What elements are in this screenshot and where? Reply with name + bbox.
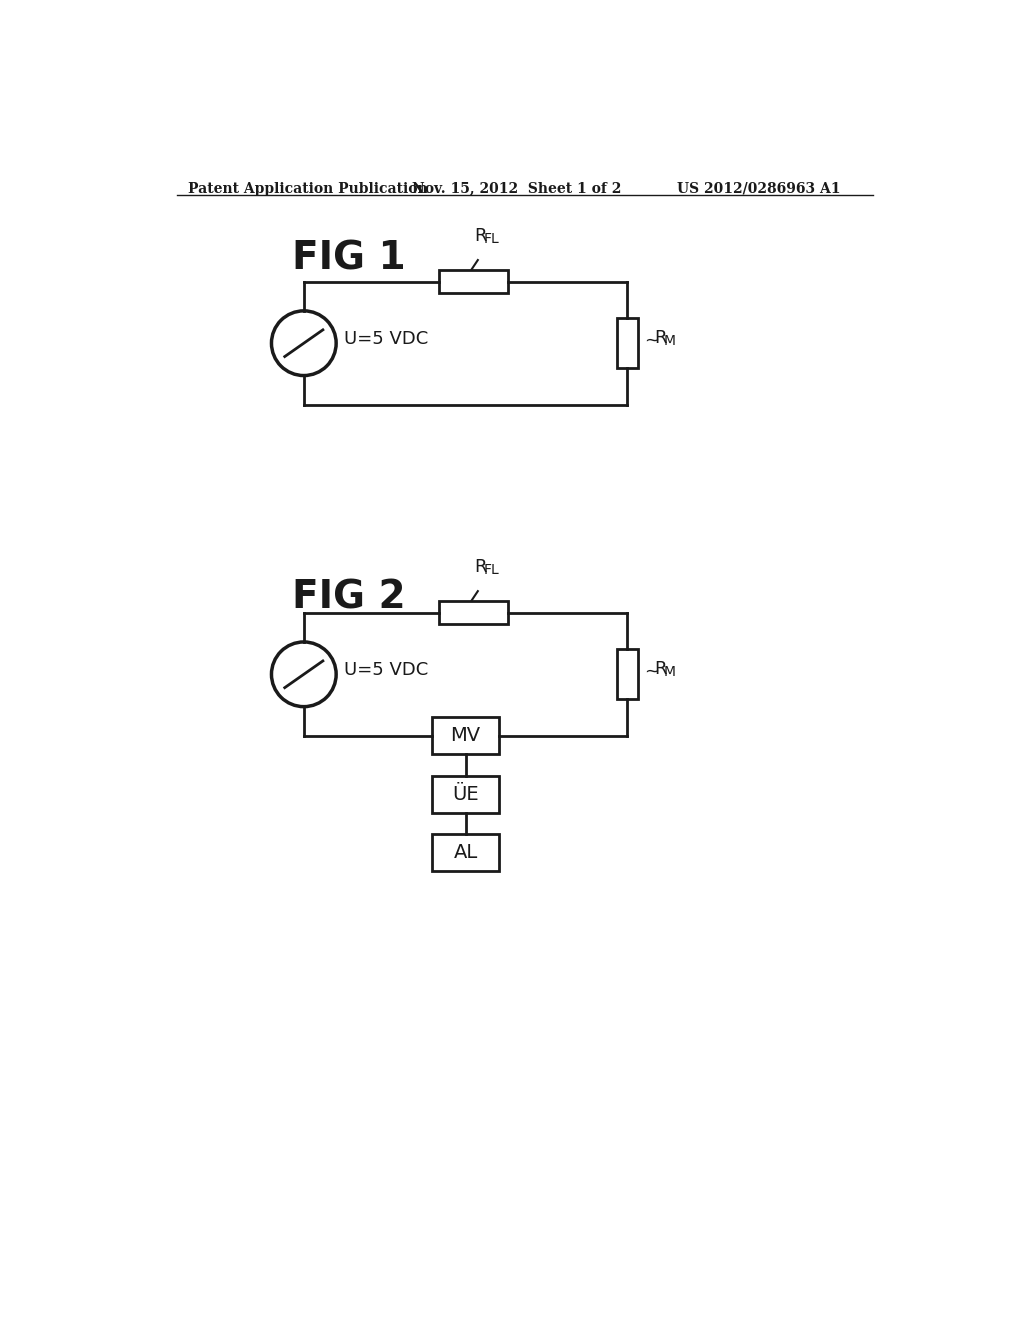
- Text: M: M: [664, 334, 676, 348]
- Text: Patent Application Publication: Patent Application Publication: [188, 182, 428, 195]
- Text: FIG 2: FIG 2: [292, 578, 406, 616]
- Text: MV: MV: [451, 726, 480, 746]
- Text: FIG 1: FIG 1: [292, 239, 406, 277]
- Text: M: M: [664, 665, 676, 678]
- Text: R: R: [475, 558, 487, 576]
- Text: ~: ~: [644, 663, 658, 680]
- Text: ~: ~: [644, 331, 658, 348]
- Text: FL: FL: [484, 232, 500, 246]
- Text: U=5 VDC: U=5 VDC: [344, 661, 428, 678]
- Text: R: R: [654, 329, 667, 347]
- Text: R: R: [654, 660, 667, 678]
- Text: Nov. 15, 2012  Sheet 1 of 2: Nov. 15, 2012 Sheet 1 of 2: [412, 182, 621, 195]
- Bar: [438, 271, 508, 293]
- Bar: [432, 718, 500, 755]
- Bar: [616, 649, 638, 700]
- Text: R: R: [475, 227, 487, 244]
- Bar: [432, 834, 500, 871]
- Bar: [438, 601, 508, 624]
- Text: FL: FL: [484, 564, 500, 577]
- Bar: [432, 776, 500, 813]
- Text: US 2012/0286963 A1: US 2012/0286963 A1: [677, 182, 841, 195]
- Text: AL: AL: [454, 843, 477, 862]
- Bar: [616, 318, 638, 368]
- Text: ÜE: ÜE: [453, 785, 479, 804]
- Text: U=5 VDC: U=5 VDC: [344, 330, 428, 347]
